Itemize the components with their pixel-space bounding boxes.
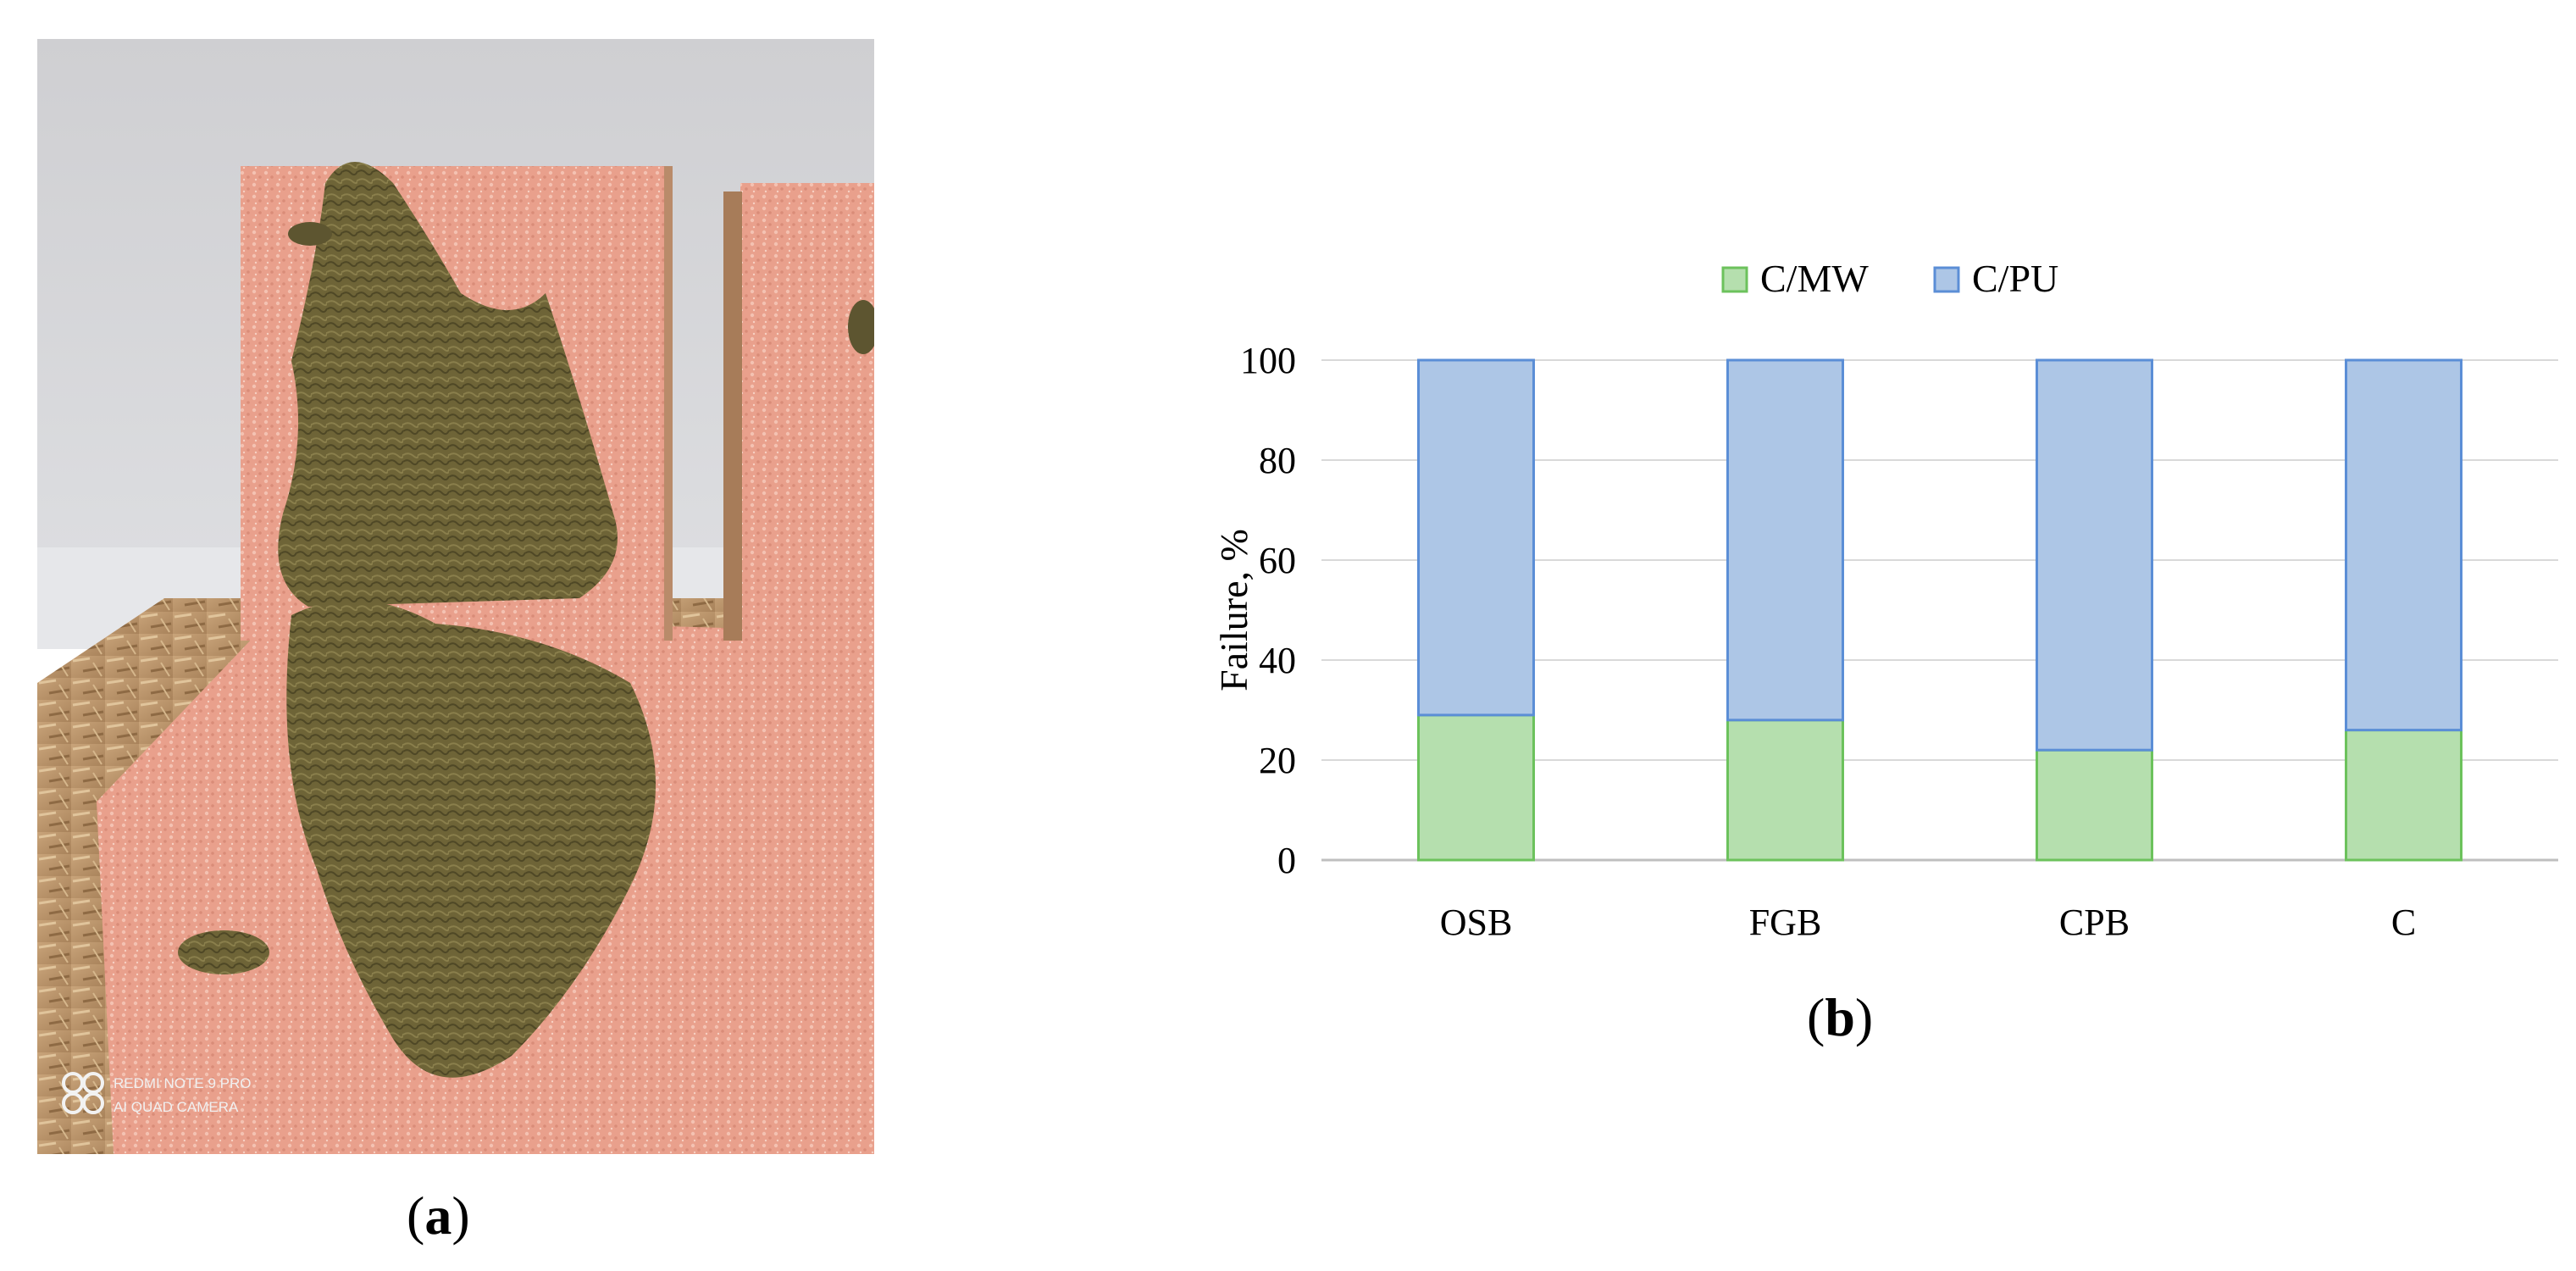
bar-c-mw-cpb bbox=[2036, 748, 2153, 862]
chart-legend: C/MW C/PU bbox=[1721, 257, 2058, 300]
x-tick-label: C bbox=[2391, 902, 2416, 943]
x-tick-label: FGB bbox=[1749, 902, 1822, 943]
watermark-line2: AI QUAD CAMERA bbox=[114, 1099, 239, 1115]
bar-c-mw-osb bbox=[1417, 713, 1535, 862]
panel-label-b: (b) bbox=[1807, 987, 1874, 1047]
y-tick-label: 40 bbox=[1259, 640, 1296, 681]
watermark-line1: REDMI NOTE 9 PRO bbox=[114, 1075, 251, 1091]
legend-swatch bbox=[1933, 266, 1960, 293]
y-tick-label: 20 bbox=[1259, 740, 1296, 781]
panel-label-a: (a) bbox=[407, 1185, 470, 1246]
specimen-photo: REDMI NOTE 9 PRO AI QUAD CAMERA bbox=[37, 39, 874, 1154]
legend-label: C/MW bbox=[1760, 257, 1869, 300]
y-tick-label: 60 bbox=[1259, 540, 1296, 581]
chart-axes: 0 20 40 60 80 100 OSB FGB CPB C bbox=[1240, 340, 2416, 943]
bar-c-mw-fgb bbox=[1726, 719, 1844, 862]
bar-c-pu-osb bbox=[1417, 358, 1535, 717]
legend-label: C/PU bbox=[1972, 257, 2058, 300]
camera-watermark: REDMI NOTE 9 PRO AI QUAD CAMERA bbox=[62, 1072, 251, 1115]
bar-c-pu-fgb bbox=[1726, 358, 1844, 722]
photo-panel: REDMI NOTE 9 PRO AI QUAD CAMERA bbox=[37, 39, 874, 1154]
chart-panel: C/MW C/PU 0 20 40 60 80 100 OSB FGB CPB C Failure,… bbox=[1169, 220, 2575, 983]
x-tick-label: CPB bbox=[2059, 902, 2130, 943]
y-tick-label: 80 bbox=[1259, 440, 1296, 481]
y-tick-label: 0 bbox=[1277, 840, 1296, 881]
y-tick-label: 100 bbox=[1240, 340, 1296, 381]
bar-c-pu-cpb bbox=[2036, 358, 2153, 752]
bar-c-mw-c bbox=[2345, 729, 2462, 862]
bar-c-pu-c bbox=[2345, 358, 2462, 732]
chart-bars bbox=[1417, 358, 2462, 862]
x-tick-label: OSB bbox=[1440, 902, 1513, 943]
y-axis-label: Failure, % bbox=[1212, 529, 1255, 691]
stacked-bar-chart: C/MW C/PU 0 20 40 60 80 100 OSB FGB CPB C Failure,… bbox=[1212, 257, 2558, 943]
legend-swatch bbox=[1721, 266, 1748, 293]
